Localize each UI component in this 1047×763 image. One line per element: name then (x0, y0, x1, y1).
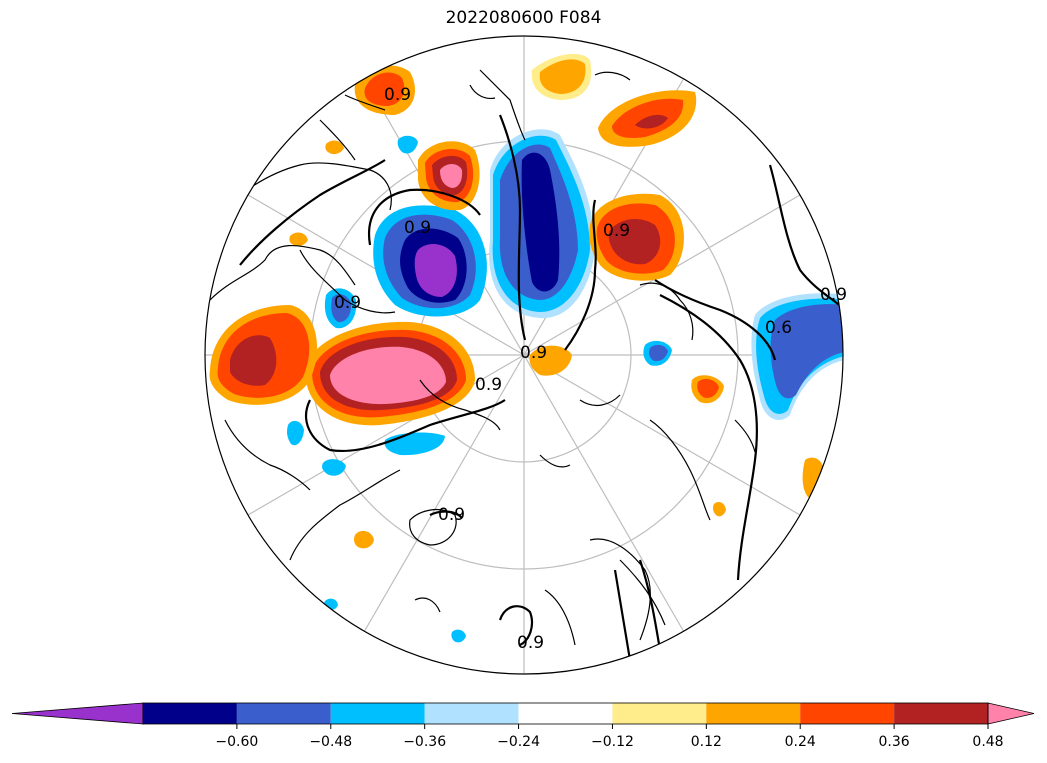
contour-label: 0.9 (438, 505, 465, 525)
contour-label: 0.6 (765, 318, 792, 338)
colorbar-cell (424, 703, 519, 724)
colorbar-tick-label: −0.60 (215, 734, 258, 750)
contour-label: 0.9 (517, 633, 544, 653)
map-title: 2022080600 F084 (445, 8, 602, 28)
contour-label: 0.9 (384, 85, 411, 105)
colorbar-tick-label: −0.24 (497, 734, 540, 750)
colorbar-tick-label: 0.48 (972, 734, 1003, 750)
colorbar-tick-label: 0.24 (785, 734, 816, 750)
contour-labels: 0.9 0.9 0.9 0.9 0.6 0.9 0.9 0.9 0.9 0.9 (334, 85, 847, 653)
colorbar-cell (800, 703, 895, 724)
colorbar-tick-label: −0.12 (591, 734, 634, 750)
polar-map: 0.9 0.9 0.9 0.9 0.6 0.9 0.9 0.9 0.9 0.9 (204, 35, 847, 675)
colorbar-tick-label: 0.12 (691, 734, 722, 750)
map-boundary (204, 35, 844, 675)
contour-label: 0.9 (603, 221, 630, 241)
colorbar-cell (612, 703, 707, 724)
colorbar-cell (518, 703, 613, 724)
coastlines (209, 69, 756, 646)
colorbar-extend-low (11, 702, 144, 725)
colorbar-extend-high (987, 702, 1035, 725)
contour-label: 0.9 (404, 218, 431, 238)
contour-label: 0.9 (820, 285, 847, 305)
colorbar-cell (143, 703, 237, 724)
colorbar-frame (142, 702, 989, 725)
contours (239, 114, 843, 661)
contour-label: 0.9 (334, 293, 361, 313)
contour-label: 0.9 (520, 343, 547, 363)
contour-label: 0.9 (475, 375, 502, 395)
colorbar-cell (330, 703, 425, 724)
colorbar-tick-label: −0.36 (403, 734, 446, 750)
colorbar-cell (706, 703, 801, 724)
colorbar-cell (894, 703, 988, 724)
colorbar-tick-label: 0.36 (879, 734, 910, 750)
colorbar-cell (236, 703, 331, 724)
colorbar-tick-label: −0.48 (309, 734, 352, 750)
anomaly-fields (209, 53, 843, 643)
